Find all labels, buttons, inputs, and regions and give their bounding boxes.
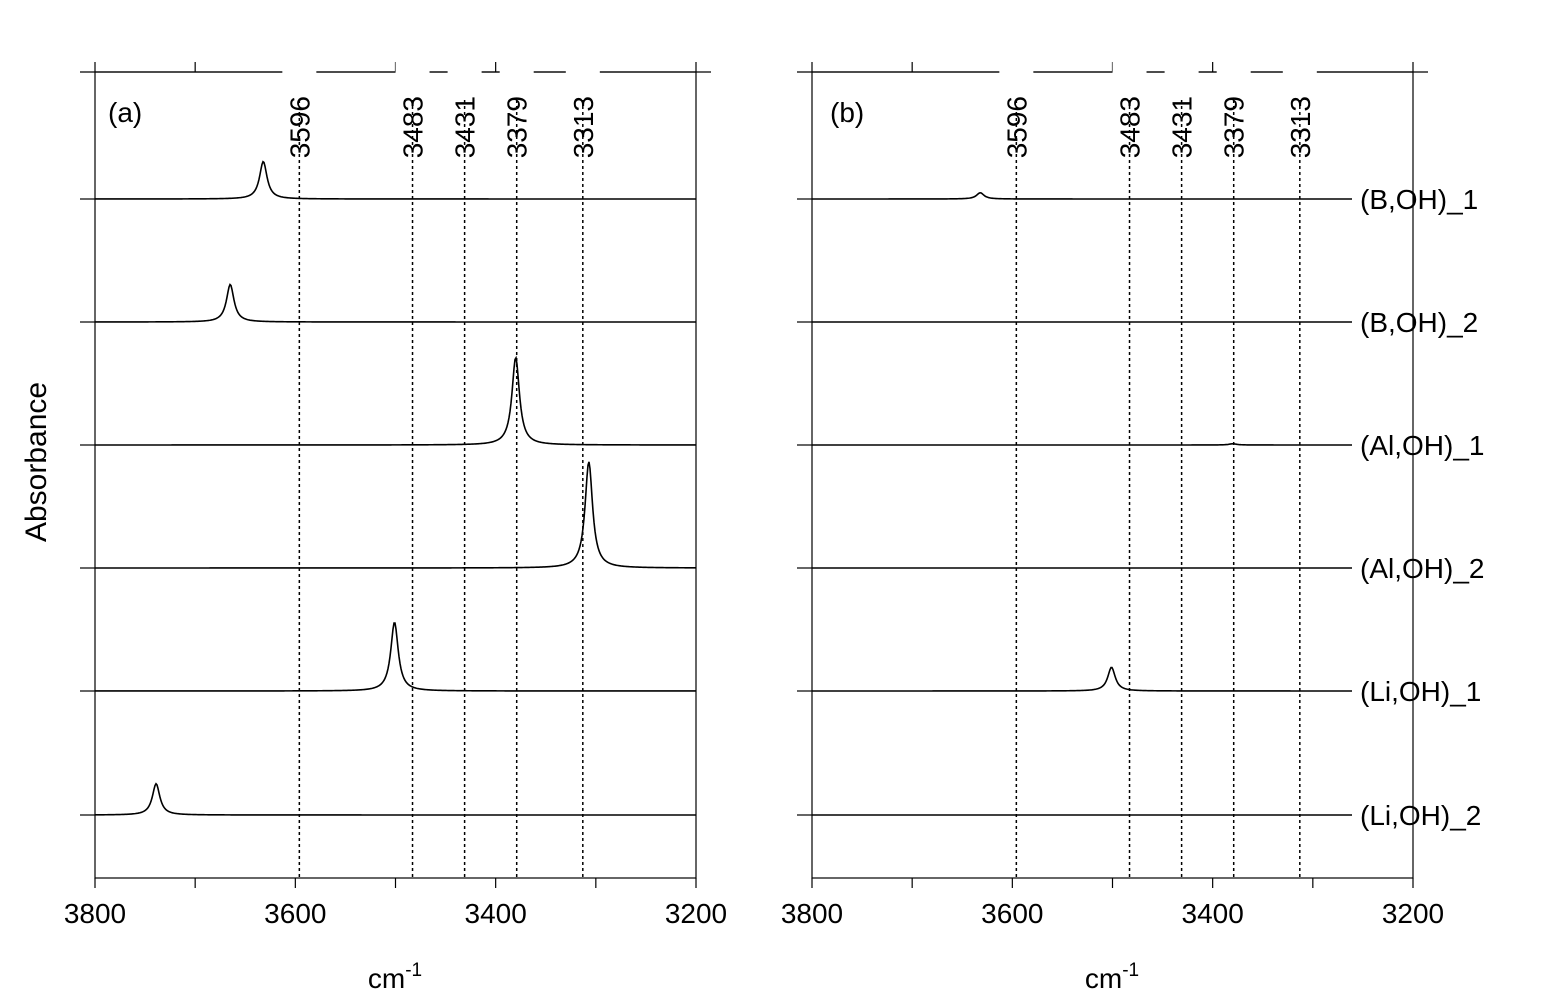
- reference-line-label: 3379: [502, 96, 533, 158]
- panel-b-series: [812, 191, 1352, 816]
- panel-a-label: (a): [108, 97, 142, 128]
- y-axis-label: Absorbance: [20, 382, 53, 542]
- panel-b-xlabel-sup: -1: [1122, 960, 1139, 981]
- reference-label-bg: [1216, 10, 1251, 96]
- reference-label-bg: [447, 10, 482, 96]
- x-tick-label: 3800: [64, 898, 126, 929]
- panel-b-xlabel-text: cm: [1085, 963, 1122, 994]
- panel-a-xlabel: cm-1: [368, 960, 422, 994]
- reference-label-bg: [1164, 10, 1199, 96]
- reference-line-label: 3379: [1219, 96, 1250, 158]
- panel-a-frame: [94, 71, 697, 879]
- series-label: (Al,OH)_1: [1360, 430, 1484, 461]
- panel-a-tick-labels: 3800 3600 3400 3200: [64, 898, 727, 929]
- x-tick-label: 3200: [1382, 898, 1444, 929]
- panel-b-xlabel: cm-1: [1085, 960, 1139, 994]
- reference-label-bg: [499, 10, 534, 96]
- x-tick-label: 3400: [465, 898, 527, 929]
- reference-line-label: 3431: [1167, 96, 1198, 158]
- panel-b-series-labels: (B,OH)_1 (B,OH)_2 (Al,OH)_1 (Al,OH)_2 (Li,OH…: [1360, 184, 1484, 831]
- series-line: [95, 355, 697, 446]
- reference-line-label: 3431: [450, 96, 481, 158]
- panel-b: (b) 3800 3600 3400 3200 3596 3483 3431 3379 331…: [781, 10, 1484, 994]
- series-line: [95, 160, 696, 200]
- reference-line-label: 3483: [398, 96, 429, 158]
- series-label: (Li,OH)_1: [1360, 676, 1481, 707]
- reference-line-label: 3313: [1285, 96, 1316, 158]
- series-line: [812, 191, 1352, 200]
- x-tick-label: 3800: [781, 898, 843, 929]
- reference-label-bg: [1112, 10, 1147, 96]
- reference-line-label: 3483: [1115, 96, 1146, 158]
- panel-b-label: (b): [830, 97, 864, 128]
- series-line: [95, 461, 696, 569]
- panel-b-tick-labels: 3800 3600 3400 3200: [781, 898, 1444, 929]
- series-label: (B,OH)_1: [1360, 184, 1478, 215]
- series-line: [95, 622, 696, 692]
- panel-a-xlabel-text: cm: [368, 963, 405, 994]
- x-tick-label: 3400: [1182, 898, 1244, 929]
- series-line: [812, 666, 1352, 692]
- reference-label-bg: [282, 10, 317, 96]
- reference-label-bg: [565, 10, 600, 96]
- panel-a: (a) 3800 3600 3400 3200 3596 3483 3431 3379 331…: [64, 10, 727, 994]
- x-tick-label: 3600: [981, 898, 1043, 929]
- series-line: [812, 442, 1352, 446]
- reference-line-label: 3596: [284, 96, 315, 158]
- reference-label-bg: [1282, 10, 1317, 96]
- panel-b-ticks: [797, 62, 1428, 888]
- panel-a-xlabel-sup: -1: [405, 960, 422, 981]
- reference-line-label: 3313: [568, 96, 599, 158]
- panel-a-ticks: [80, 62, 711, 888]
- x-tick-label: 3200: [665, 898, 727, 929]
- series-line: [95, 283, 696, 323]
- x-tick-label: 3600: [264, 898, 326, 929]
- panel-b-reference-lines: 3596 3483 3431 3379 3313: [999, 10, 1317, 878]
- series-label: (B,OH)_2: [1360, 307, 1478, 338]
- series-label: (Al,OH)_2: [1360, 553, 1484, 584]
- series-label: (Li,OH)_2: [1360, 800, 1481, 831]
- series-line: [95, 782, 696, 816]
- reference-line-label: 3596: [1001, 96, 1032, 158]
- panel-a-reference-lines: 3596 3483 3431 3379 3313: [282, 10, 600, 878]
- panel-a-series: [95, 160, 697, 816]
- reference-label-bg: [999, 10, 1034, 96]
- reference-label-bg: [395, 10, 430, 96]
- panel-b-frame: [811, 71, 1414, 879]
